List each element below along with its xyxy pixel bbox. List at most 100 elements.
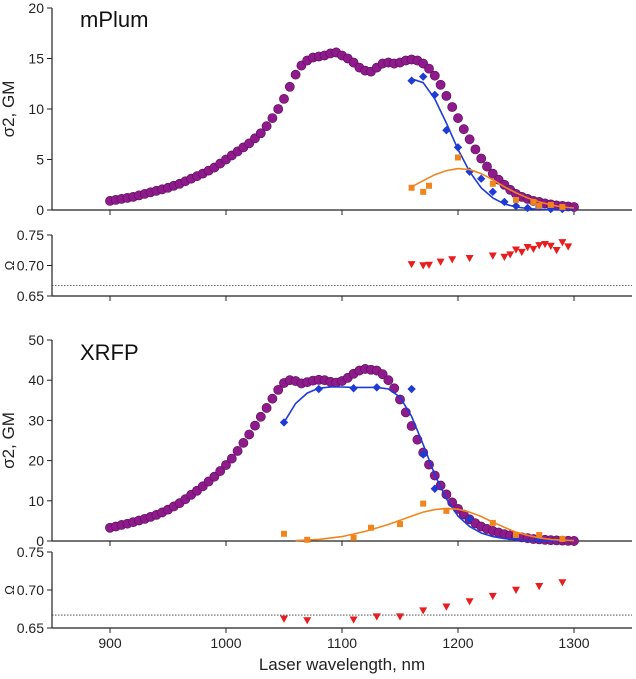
data-point: [488, 252, 497, 260]
y-tick-label: 0.75: [17, 227, 44, 243]
data-point: [396, 613, 404, 621]
y-tick-label: 5: [36, 152, 44, 168]
data-point: [536, 202, 543, 209]
data-point: [424, 63, 434, 74]
data-point: [226, 453, 237, 464]
data-point: [488, 592, 497, 601]
data-point: [476, 153, 487, 164]
data-point: [284, 81, 295, 92]
panel-3: 0 10 20 30 40 50 XRFP σ2, GM: [0, 332, 632, 549]
data-point: [482, 161, 492, 172]
data-point: [435, 79, 446, 90]
x-tick-label: 1200: [442, 635, 473, 651]
y-tick-label: 0: [36, 202, 44, 218]
data-point: [377, 369, 388, 380]
data-point: [455, 154, 461, 161]
series-3: [411, 77, 575, 211]
y-tick-label: 0.75: [17, 544, 44, 560]
data-point: [279, 94, 289, 104]
data-point: [513, 531, 519, 538]
x-tick-label: 1300: [558, 635, 589, 651]
data-point: [513, 196, 519, 203]
data-point: [273, 384, 284, 395]
data-point: [506, 251, 515, 259]
data-point: [238, 438, 249, 448]
data-point: [303, 617, 312, 625]
y-axis-label: σ2, GM: [0, 412, 18, 469]
data-point: [488, 187, 497, 197]
data-point: [552, 247, 561, 255]
data-point: [489, 180, 496, 187]
x-tick-label: 1100: [327, 635, 357, 651]
y-tick-label: 0: [36, 533, 44, 549]
data-point: [443, 507, 450, 514]
data-point: [517, 248, 526, 257]
data-point: [448, 256, 457, 264]
y-axis-label: σ2, GM: [0, 81, 18, 138]
y-tick-label: 20: [28, 453, 44, 469]
y-tick-label: 0.70: [17, 582, 44, 598]
data-point: [349, 384, 358, 393]
x-axis-label: Laser wavelength, nm: [259, 655, 425, 674]
data-point: [430, 484, 439, 493]
data-point: [465, 514, 474, 524]
data-point: [447, 102, 458, 112]
y-axis-label: Ω: [2, 585, 17, 595]
data-point: [349, 616, 358, 624]
series-5: [411, 167, 575, 209]
panel-title: mPlum: [80, 7, 148, 32]
data-point: [470, 144, 481, 155]
data-point: [529, 245, 538, 254]
data-point: [487, 168, 498, 179]
data-point: [558, 239, 567, 247]
data-point: [442, 126, 451, 135]
fit-line: [283, 386, 574, 542]
panel-4: 0.65 0.70 0.75 900 1000 1100 1200 1300 Ω Laser wa…: [2, 544, 632, 674]
data-point: [372, 613, 381, 621]
data-point: [221, 460, 231, 470]
data-point: [436, 258, 445, 266]
data-point: [261, 121, 272, 132]
data-point: [464, 134, 475, 145]
data-point: [250, 420, 260, 431]
data-point: [280, 615, 288, 623]
y-tick-label: 0.70: [17, 258, 44, 274]
fit-line: [411, 77, 575, 211]
data-point: [232, 446, 243, 456]
data-point: [267, 113, 278, 123]
y-tick-label: 40: [28, 372, 44, 388]
data-point: [512, 586, 520, 594]
data-point: [407, 261, 416, 269]
series-1: [280, 579, 567, 625]
fit-line: [411, 167, 575, 209]
data-point: [279, 418, 289, 427]
data-point: [261, 403, 272, 413]
data-point: [419, 607, 428, 615]
data-point: [407, 76, 416, 85]
series-3: [283, 386, 574, 542]
data-point: [281, 530, 287, 537]
series-5: [295, 507, 575, 542]
data-point: [477, 174, 486, 183]
data-point: [530, 198, 537, 205]
data-point: [273, 104, 284, 114]
data-point: [536, 531, 543, 538]
data-point: [558, 579, 567, 587]
data-point: [426, 182, 432, 189]
data-point: [465, 254, 474, 263]
data-point: [465, 598, 474, 606]
y-tick-label: 30: [28, 412, 44, 428]
y-axis-label: Ω: [2, 260, 17, 270]
x-tick-label: 1000: [210, 635, 241, 651]
data-point: [546, 242, 555, 250]
y-tick-label: 0.65: [17, 620, 44, 636]
y-tick-label: 20: [28, 0, 44, 16]
data-point: [267, 393, 278, 404]
y-tick-label: 15: [28, 51, 44, 67]
data-point: [419, 450, 428, 459]
data-point: [408, 184, 415, 191]
series-1: [407, 239, 573, 270]
y-tick-label: 10: [28, 101, 44, 117]
y-tick-label: 0.65: [17, 288, 44, 304]
